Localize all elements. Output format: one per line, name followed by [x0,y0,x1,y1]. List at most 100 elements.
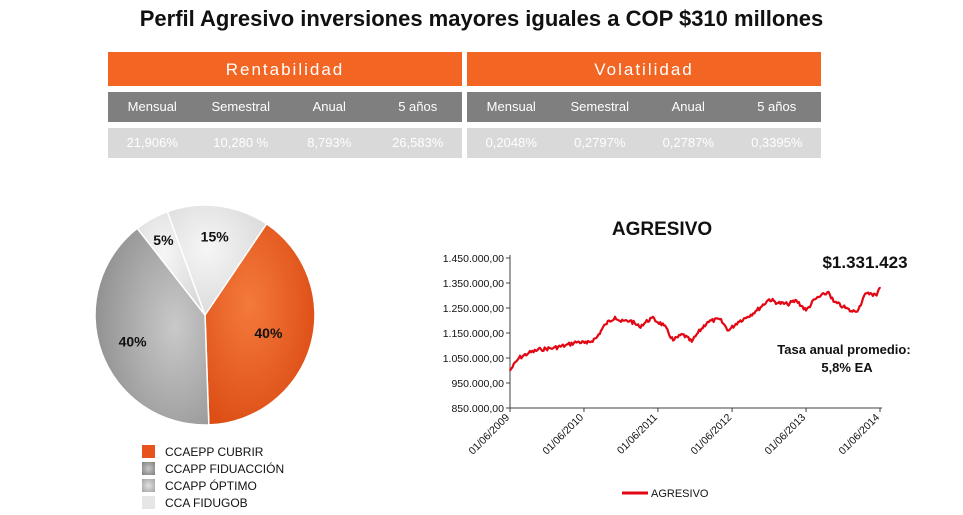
legend-swatch-fidugob [142,496,155,509]
data-point [869,292,872,294]
volatilidad-col-anual: Anual [671,99,705,114]
volatilidad-columns: Mensual Semestral Anual 5 años [467,92,821,122]
rentabilidad-header: Rentabilidad [108,52,462,86]
data-point [552,347,555,349]
legend-swatch-cubrir [142,445,155,458]
data-point [786,303,789,306]
x-tick-label: 01/06/2012 [689,412,735,458]
data-point [586,342,588,345]
data-point [814,298,816,301]
legend-item-fiduaccion: CCAPP FIDUACCIÓN [142,460,284,477]
y-tick-label: 1.050.000,00 [443,353,504,365]
rentabilidad-col-semestral: Semestral [211,99,271,114]
legend-item-optimo: CCAPP ÓPTIMO [142,477,284,494]
y-tick-label: 1.150.000,00 [443,328,504,340]
rentabilidad-val-semestral: 10,280 % [213,135,269,150]
legend-item-fidugob: CCA FIDUGOB [142,494,284,511]
data-point [851,310,853,313]
data-point [768,298,770,301]
data-point [614,316,616,318]
pie-label-fiduaccion: 40% [119,333,148,349]
y-tick-label: 950.000,00 [451,378,504,390]
data-point [823,293,826,296]
pie-chart: 40% 40% 5% 15% [94,204,316,426]
legend-label-fidugob: CCA FIDUGOB [165,495,248,510]
rentabilidad-val-mensual: 21,906% [126,135,178,150]
data-point [564,344,567,347]
data-point [518,357,520,359]
x-tick-label: 01/06/2009 [466,412,512,458]
data-point [795,299,798,302]
data-point [697,332,699,334]
x-tick-label: 01/06/2013 [763,412,809,458]
page-title: Perfil Agresivo inversiones mayores igua… [139,6,824,31]
volatilidad-val-mensual: 0,2048% [485,135,537,150]
rentabilidad-col-5anos: 5 años [398,99,438,114]
data-point [650,317,653,319]
final-value-label: $1.331.423 [822,253,907,272]
data-point [832,301,835,303]
pie-label-optimo: 5% [153,232,174,248]
rentabilidad-col-anual: Anual [312,99,346,114]
rentabilidad-panel: Rentabilidad Mensual Semestral Anual 5 a… [108,52,462,158]
legend-swatch-fiduaccion [142,462,155,475]
legend-swatch-optimo [142,479,155,492]
legend-label-cubrir: CCAEPP CUBRIR [165,444,264,459]
data-point [620,321,622,323]
y-tick-label: 1.350.000,00 [443,278,504,290]
data-point [827,291,830,293]
data-point [509,369,511,372]
data-point [756,309,758,312]
data-point [718,318,721,321]
legend-item-cubrir: CCAEPP CUBRIR [142,443,284,460]
pie-label-cubrir: 40% [254,325,283,341]
data-point [842,306,844,308]
pie-legend: CCAEPP CUBRIR CCAPP FIDUACCIÓN CCAPP ÓPT… [142,443,284,511]
x-tick-label: 01/06/2010 [540,412,586,458]
data-point [706,321,709,323]
data-point [879,286,881,289]
pie-slice-cubrir [204,222,316,426]
data-point [805,309,807,312]
volatilidad-col-semestral: Semestral [570,99,630,114]
volatilidad-val-semestral: 0,2797% [574,135,626,150]
y-tick-label: 1.450.000,00 [443,253,504,265]
rentabilidad-values: 21,906% 10,280 % 8,793% 26,583% [108,128,462,158]
data-point [672,339,674,342]
rate-label: Tasa anual promedio: [777,342,910,357]
rentabilidad-val-5anos: 26,583% [392,135,444,150]
data-point [875,294,878,297]
pie-label-fidugob: 15% [201,228,230,244]
data-point [863,294,865,297]
volatilidad-val-5anos: 0,3395% [751,135,803,150]
data-point [681,333,684,336]
data-point [638,326,641,328]
data-point [777,302,780,304]
data-point [663,324,665,327]
data-point [746,316,749,318]
data-point [595,337,598,339]
data-point [540,348,542,351]
pie-slice-fidugob [166,204,268,317]
volatilidad-header: Volatilidad [467,52,821,86]
line-chart: AGRESIVO $1.331.423 Tasa anual promedio:… [443,219,911,500]
line-legend-label: AGRESIVO [651,488,709,500]
x-tick-label: 01/06/2011 [615,412,660,457]
data-point [604,323,607,326]
legend-label-optimo: CCAPP ÓPTIMO [165,478,257,493]
volatilidad-val-anual: 0,2787% [662,135,714,150]
x-tick-label: 01/06/2014 [836,412,882,458]
data-point [576,341,579,343]
legend-label-fiduaccion: CCAPP FIDUACCIÓN [165,461,285,476]
data-point [629,319,631,322]
data-point [691,341,693,343]
rate-value: 5,8% EA [821,360,873,375]
data-point [527,352,530,354]
volatilidad-values: 0,2048% 0,2797% 0,2787% 0,3395% [467,128,821,158]
rentabilidad-col-mensual: Mensual [127,99,177,114]
series-line-agresivo [509,286,881,372]
volatilidad-panel: Volatilidad Mensual Semestral Anual 5 añ… [467,52,821,158]
data-point [857,308,860,311]
pie-slice-fiduaccion [94,227,210,426]
line-chart-title: AGRESIVO [612,219,712,240]
